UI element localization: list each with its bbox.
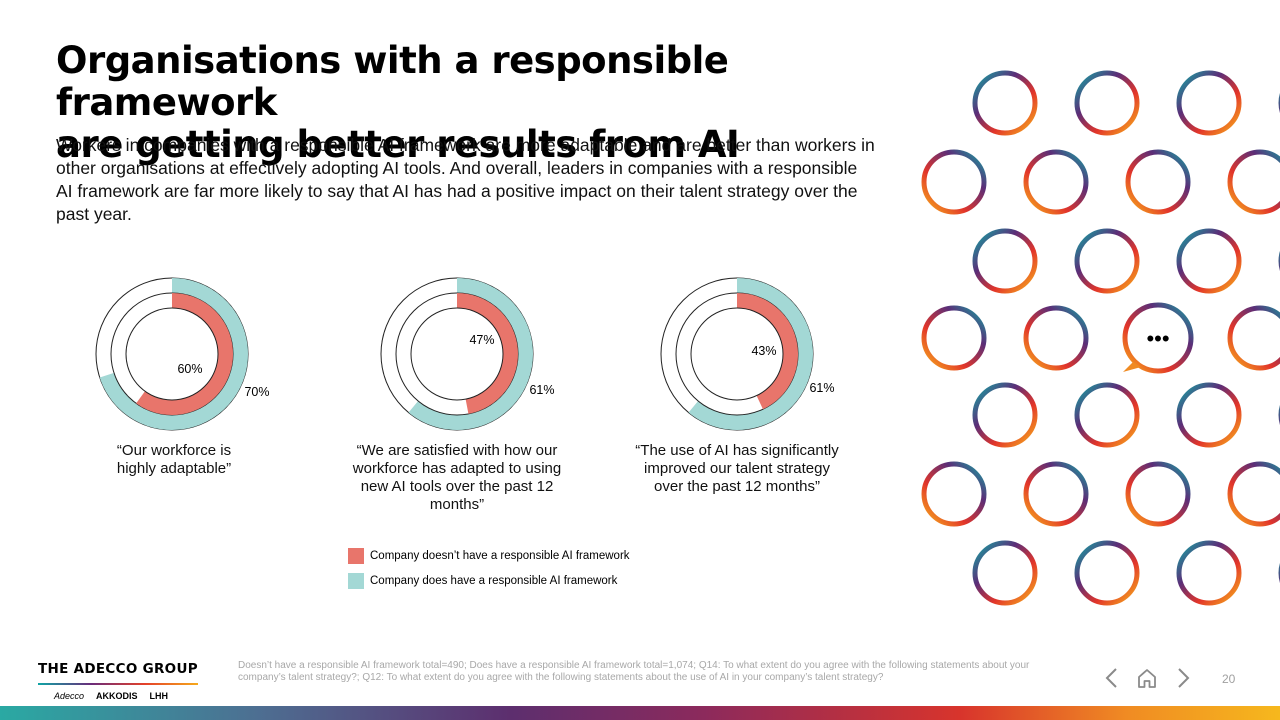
with-framework-arc [688, 278, 813, 430]
inner-ring-border [410, 307, 504, 401]
without-framework-arc [736, 293, 798, 410]
decorative-ring [1074, 228, 1140, 294]
donut-svg-3: 43% 61% [660, 277, 835, 431]
donut-chart-3: 43% 61% [660, 277, 861, 431]
source-footnote: Doesn’t have a responsible AI framework … [238, 660, 1030, 683]
intro-paragraph: Workers in companies with a responsible … [56, 135, 875, 224]
title-line-1: Organisations with a responsible framewo… [56, 39, 729, 124]
decorative-ring-pattern: ••• [905, 55, 1280, 625]
decorative-ring [1023, 461, 1089, 527]
without-framework-value: 60% [177, 362, 202, 376]
title-line-2: are getting better results from AI [56, 123, 740, 166]
ring-pattern-svg: ••• [921, 70, 1280, 606]
home-button[interactable] [1137, 665, 1157, 691]
subbrand-adecco: Adecco [54, 691, 85, 701]
legend-label-without: Company doesn’t have a responsible AI fr… [370, 549, 630, 562]
without-framework-value: 43% [751, 344, 776, 358]
legend-swatch-without [348, 547, 364, 564]
chat-bubble-icon: ••• [1123, 326, 1170, 372]
home-icon[interactable] [1137, 667, 1157, 689]
donut-caption-2: “We are satisfied with how our workforce… [352, 442, 562, 513]
donut-caption-1: “Our workforce is highly adaptable” [116, 442, 232, 477]
decorative-ring [1125, 149, 1191, 215]
company-logo: THE ADECCO GROUP Adecco AKKODIS LHH [38, 661, 200, 701]
inner-ring-border [125, 307, 219, 401]
donut-caption-3: “The use of AI has significantly improve… [635, 442, 839, 495]
without-framework-arc [456, 293, 518, 414]
donut-svg-2: 47% 61% [380, 277, 555, 431]
page-number: 20 [1222, 672, 1236, 686]
decorative-ring [921, 149, 987, 215]
legend-label-with: Company does have a responsible AI frame… [370, 574, 618, 587]
decorative-ring [1227, 149, 1280, 215]
next-slide-button[interactable] [1175, 665, 1191, 691]
decorative-ring [972, 70, 1038, 136]
decorative-ring [1023, 305, 1089, 371]
brand-name: THE ADECCO GROUP [38, 661, 198, 677]
without-framework-value: 47% [469, 333, 494, 347]
chart-legend: Company doesn’t have a responsible AI fr… [348, 547, 630, 597]
decorative-ring [972, 540, 1038, 606]
chat-bubble-dots: ••• [1146, 326, 1169, 351]
legend-item-without: Company doesn’t have a responsible AI fr… [348, 547, 630, 564]
decorative-ring [1023, 149, 1089, 215]
legend-swatch-with [348, 572, 364, 589]
prev-slide-button[interactable] [1104, 665, 1120, 691]
with-framework-arc [408, 278, 533, 430]
decorative-ring [1176, 70, 1242, 136]
decorative-ring [972, 228, 1038, 294]
brand-rule [38, 683, 198, 685]
decorative-ring [1176, 382, 1242, 448]
with-framework-value: 61% [529, 383, 554, 397]
decorative-ring [1176, 540, 1242, 606]
subbrand-akkodis: AKKODIS [96, 691, 138, 701]
chat-bubble-ring [1122, 302, 1194, 374]
decorative-ring [921, 461, 987, 527]
with-framework-arc [99, 278, 248, 430]
gradient-footer-bar [0, 706, 1280, 720]
page-title: Organisations with a responsible framewo… [56, 40, 916, 166]
decorative-ring [1176, 228, 1242, 294]
decorative-ring [1125, 461, 1191, 527]
decorative-ring [1074, 540, 1140, 606]
without-framework-arc [136, 293, 233, 415]
with-framework-value: 61% [809, 381, 834, 395]
decorative-ring [1074, 382, 1140, 448]
donut-chart-1: 60% 70% [95, 277, 296, 431]
chevron-left-icon[interactable] [1104, 667, 1120, 689]
subbrand-list: Adecco AKKODIS LHH [38, 691, 200, 701]
donut-svg-1: 60% 70% [95, 277, 270, 431]
decorative-ring [1227, 305, 1280, 371]
decorative-ring [921, 305, 987, 371]
donut-chart-2: 47% 61% [380, 277, 581, 431]
chevron-right-icon[interactable] [1175, 667, 1191, 689]
decorative-ring [1074, 70, 1140, 136]
with-framework-value: 70% [244, 385, 269, 399]
legend-item-with: Company does have a responsible AI frame… [348, 572, 630, 589]
decorative-ring [972, 382, 1038, 448]
decorative-ring [1227, 461, 1280, 527]
inner-ring-border [690, 307, 784, 401]
subbrand-lhh: LHH [149, 691, 169, 701]
